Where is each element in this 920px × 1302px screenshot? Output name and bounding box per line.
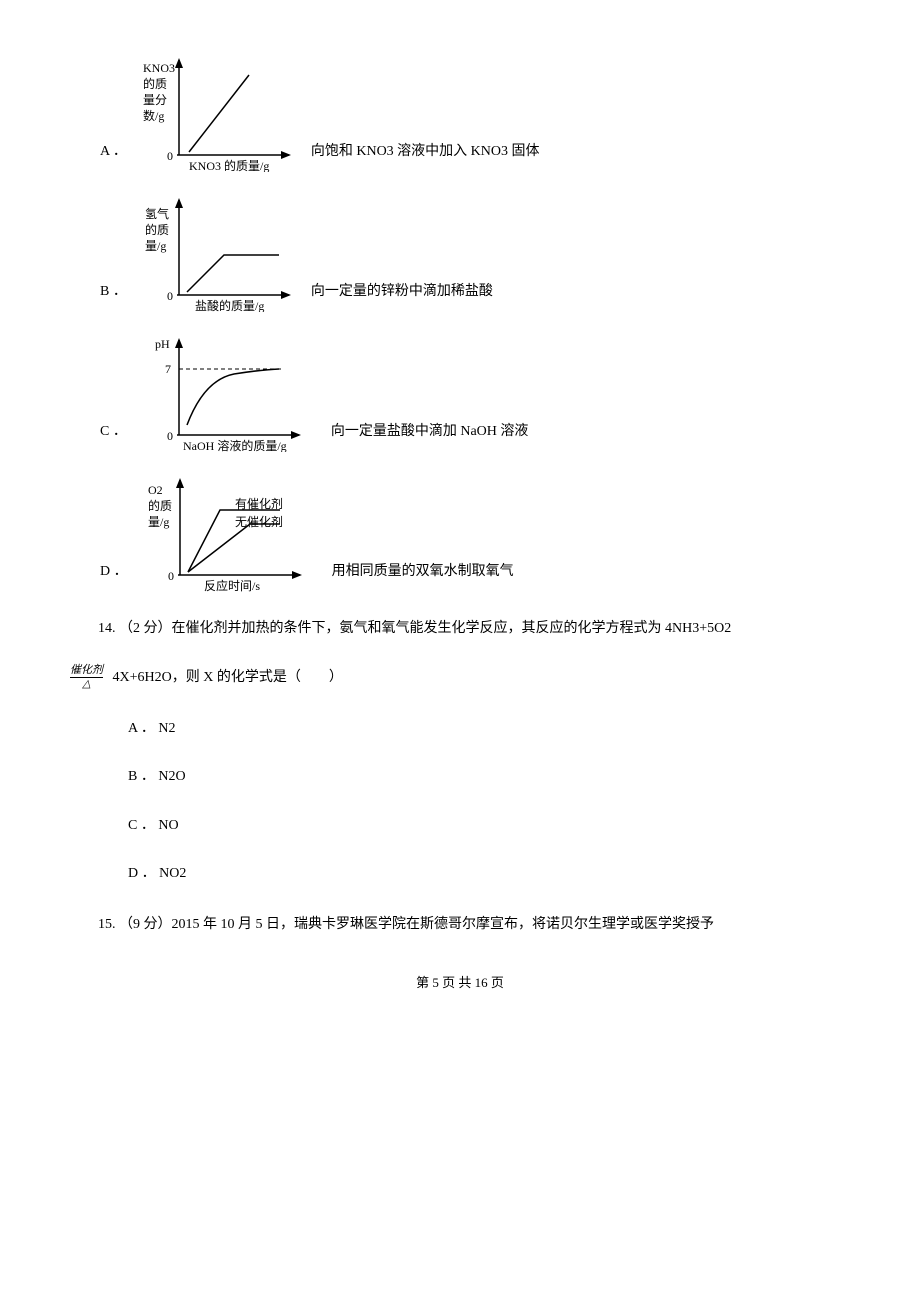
svg-text:0: 0 [167, 289, 173, 303]
chart-D: 有催化剂 无催化剂 O2 的质 量/g 0 反应时间/s [138, 472, 328, 592]
chart-C: pH 7 0 NaOH 溶液的质量/g [137, 332, 327, 452]
option-C-text: 向一定量盐酸中滴加 NaOH 溶液 [331, 419, 529, 446]
svg-text:KNO3 的质量/g: KNO3 的质量/g [189, 158, 269, 172]
option-B-text: 向一定量的锌粉中滴加稀盐酸 [311, 279, 493, 306]
option-A-row: A ． KNO3 的质 量分 数/g 0 KNO3 的质量/g 向饱和 KNO [70, 52, 850, 172]
catalyst-top: 催化剂 [70, 665, 103, 676]
page-footer: 第 5 页 共 16 页 [70, 971, 850, 996]
catalyst-fraction-icon: 催化剂 △ [70, 665, 103, 690]
chart-A: KNO3 的质 量分 数/g 0 KNO3 的质量/g [137, 52, 307, 172]
svg-text:量分: 量分 [143, 93, 167, 107]
svg-text:NaOH 溶液的质量/g: NaOH 溶液的质量/g [183, 438, 287, 452]
svg-text:0: 0 [167, 149, 173, 163]
option-D-text: 用相同质量的双氧水制取氧气 [332, 559, 514, 586]
svg-text:氢气: 氢气 [145, 206, 169, 221]
page-container: A ． KNO3 的质 量分 数/g 0 KNO3 的质量/g 向饱和 KNO [0, 0, 920, 1025]
option-D-row: D ． 有催化剂 无催化剂 O2 的质 量/g 0 反应时间/s [70, 472, 850, 592]
q14-stem-line2-wrap: 催化剂 △ 4X+6H2O，则 X 的化学式是（ ） [70, 663, 850, 694]
svg-text:有催化剂: 有催化剂 [235, 496, 283, 511]
q14-option-B: B ． N2O [128, 764, 850, 791]
option-B-letter: B ． [100, 279, 127, 306]
q14-stem-line1: 14. （2 分）在催化剂并加热的条件下，氨气和氧气能发生化学反应，其反应的化学… [70, 614, 850, 645]
option-A-letter: A ． [100, 139, 127, 166]
svg-text:盐酸的质量/g: 盐酸的质量/g [195, 298, 264, 312]
svg-text:的质: 的质 [148, 498, 172, 513]
catalyst-bot: △ [70, 679, 103, 690]
svg-text:的质: 的质 [145, 222, 169, 237]
q14-option-D: D ． NO2 [128, 861, 850, 888]
svg-text:7: 7 [165, 362, 171, 376]
svg-text:反应时间/s: 反应时间/s [204, 578, 260, 592]
option-C-letter: C ． [100, 419, 127, 446]
q14-stem-line2: 4X+6H2O，则 X 的化学式是（ ） [113, 670, 343, 685]
chart-B: 氢气 的质 量/g 0 盐酸的质量/g [137, 192, 307, 312]
svg-text:量/g: 量/g [145, 239, 166, 253]
svg-text:的质: 的质 [143, 76, 167, 91]
svg-text:0: 0 [167, 429, 173, 443]
svg-text:量/g: 量/g [148, 515, 169, 529]
option-A-text: 向饱和 KNO3 溶液中加入 KNO3 固体 [311, 139, 540, 166]
svg-text:数/g: 数/g [143, 108, 164, 123]
svg-text:无催化剂: 无催化剂 [235, 514, 283, 529]
q14-option-A: A ． N2 [128, 716, 850, 743]
option-B-row: B ． 氢气 的质 量/g 0 盐酸的质量/g 向一定量的锌粉中滴加稀盐酸 [70, 192, 850, 312]
svg-text:pH: pH [155, 337, 170, 351]
option-D-letter: D ． [100, 559, 128, 586]
q14-option-C: C ． NO [128, 813, 850, 840]
svg-text:KNO3: KNO3 [143, 61, 175, 75]
q15-stem: 15. （9 分）2015 年 10 月 5 日，瑞典卡罗琳医学院在斯德哥尔摩宣… [70, 910, 850, 941]
svg-text:0: 0 [168, 569, 174, 583]
option-C-row: C ． pH 7 0 NaOH 溶液的质量/g 向一定量盐酸中滴加 NaOH 溶… [70, 332, 850, 452]
svg-text:O2: O2 [148, 483, 163, 497]
